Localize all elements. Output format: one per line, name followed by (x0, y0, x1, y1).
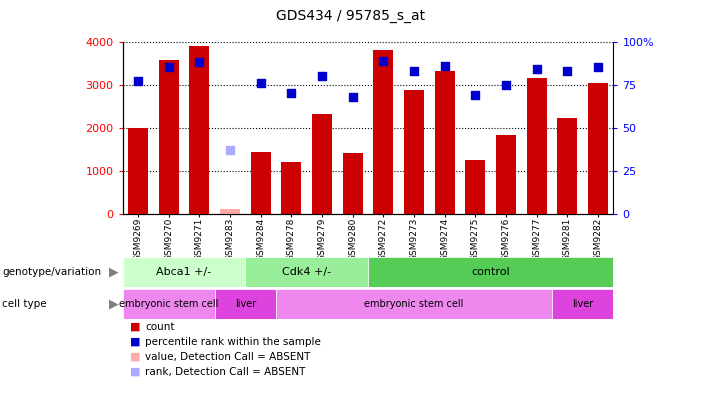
Bar (557, 118, 578, 214)
Bar (374, 50, 393, 214)
Bar (123, 289, 215, 319)
Bar (368, 257, 613, 287)
Point (255, 80, 266, 86)
Text: liver: liver (235, 299, 256, 309)
Text: ▶: ▶ (109, 266, 119, 279)
Text: Abca1 +/-: Abca1 +/- (156, 267, 212, 277)
Bar (496, 135, 516, 214)
Bar (588, 83, 608, 214)
Bar (245, 257, 368, 287)
Point (531, 66, 543, 72)
Bar (276, 289, 552, 319)
Text: count: count (145, 322, 175, 332)
Point (347, 93, 358, 100)
Text: genotype/variation: genotype/variation (2, 267, 101, 277)
Point (501, 82, 512, 88)
Bar (465, 160, 485, 214)
Bar (552, 289, 613, 319)
Text: Cdk4 +/-: Cdk4 +/- (282, 267, 332, 277)
Text: liver: liver (572, 299, 593, 309)
Point (163, 64, 175, 70)
Point (132, 78, 144, 84)
Text: embryonic stem cell: embryonic stem cell (119, 299, 219, 309)
Text: ■: ■ (130, 337, 140, 347)
Point (224, 147, 236, 153)
Bar (158, 60, 179, 214)
Point (286, 90, 297, 96)
Text: embryonic stem cell: embryonic stem cell (365, 299, 464, 309)
Bar (312, 114, 332, 214)
Bar (189, 46, 210, 214)
Bar (404, 90, 424, 214)
Text: ■: ■ (130, 352, 140, 362)
Point (470, 92, 481, 98)
Text: control: control (471, 267, 510, 277)
Text: cell type: cell type (2, 299, 47, 309)
Text: rank, Detection Call = ABSENT: rank, Detection Call = ABSENT (145, 367, 306, 377)
Bar (251, 152, 271, 214)
Bar (435, 71, 455, 214)
Text: GDS434 / 95785_s_at: GDS434 / 95785_s_at (276, 9, 425, 23)
Text: ▶: ▶ (109, 297, 119, 310)
Point (378, 57, 389, 64)
Bar (128, 128, 148, 214)
Point (409, 68, 420, 74)
Point (592, 64, 604, 70)
Bar (343, 153, 362, 214)
Point (439, 63, 450, 69)
Text: ■: ■ (130, 367, 140, 377)
Text: value, Detection Call = ABSENT: value, Detection Call = ABSENT (145, 352, 311, 362)
Bar (123, 257, 245, 287)
Bar (220, 209, 240, 214)
Text: percentile rank within the sample: percentile rank within the sample (145, 337, 321, 347)
Bar (215, 289, 276, 319)
Point (562, 68, 573, 74)
Point (316, 73, 327, 79)
Text: ■: ■ (130, 322, 140, 332)
Point (193, 59, 205, 65)
Bar (281, 162, 301, 214)
Bar (526, 78, 547, 214)
